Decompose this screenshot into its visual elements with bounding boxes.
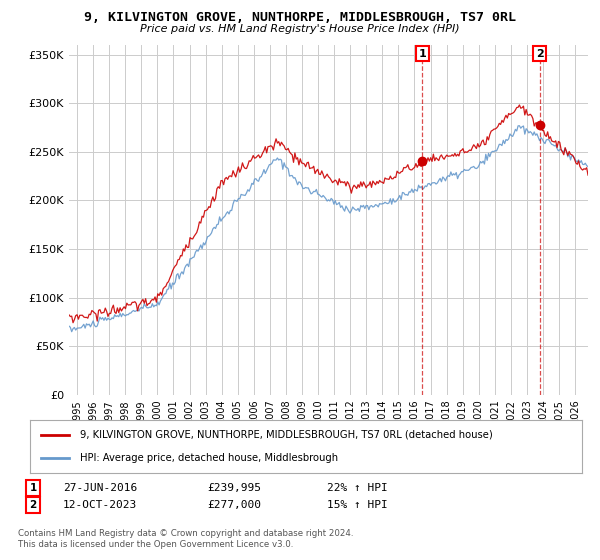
Text: 15% ↑ HPI: 15% ↑ HPI [327, 500, 388, 510]
Text: Contains HM Land Registry data © Crown copyright and database right 2024.
This d: Contains HM Land Registry data © Crown c… [18, 529, 353, 549]
Text: HPI: Average price, detached house, Middlesbrough: HPI: Average price, detached house, Midd… [80, 453, 338, 463]
Text: 9, KILVINGTON GROVE, NUNTHORPE, MIDDLESBROUGH, TS7 0RL (detached house): 9, KILVINGTON GROVE, NUNTHORPE, MIDDLESB… [80, 430, 493, 440]
Text: 1: 1 [29, 483, 37, 493]
Text: 2: 2 [29, 500, 37, 510]
Text: 27-JUN-2016: 27-JUN-2016 [63, 483, 137, 493]
Text: 1: 1 [418, 49, 426, 59]
Text: 9, KILVINGTON GROVE, NUNTHORPE, MIDDLESBROUGH, TS7 0RL: 9, KILVINGTON GROVE, NUNTHORPE, MIDDLESB… [84, 11, 516, 24]
Text: 12-OCT-2023: 12-OCT-2023 [63, 500, 137, 510]
Text: £277,000: £277,000 [207, 500, 261, 510]
Text: 22% ↑ HPI: 22% ↑ HPI [327, 483, 388, 493]
Text: £239,995: £239,995 [207, 483, 261, 493]
Text: Price paid vs. HM Land Registry's House Price Index (HPI): Price paid vs. HM Land Registry's House … [140, 24, 460, 34]
Text: 2: 2 [536, 49, 544, 59]
